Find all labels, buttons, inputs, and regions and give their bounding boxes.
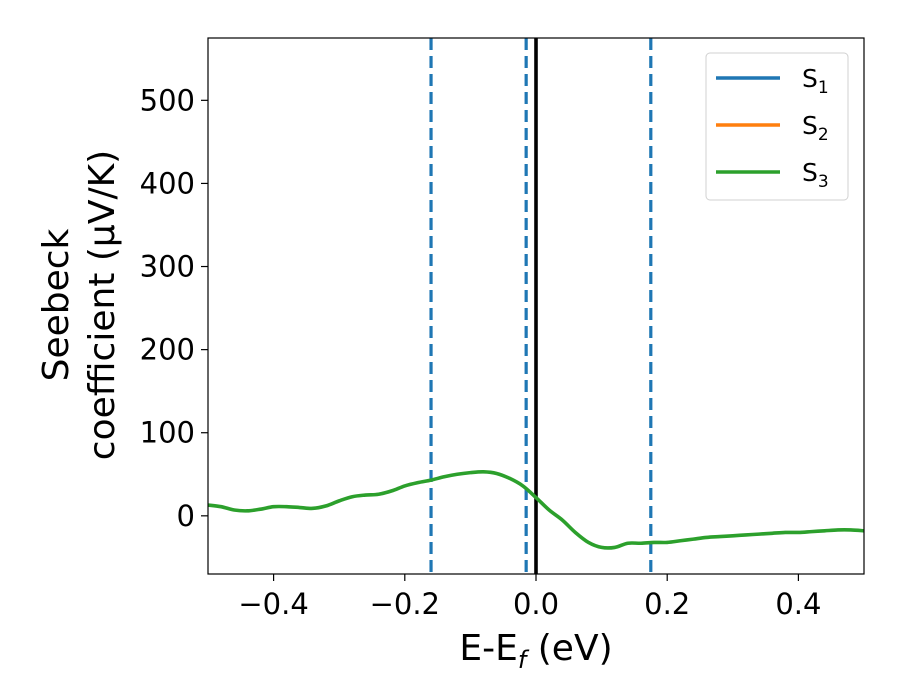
x-axis-title: E-Ef (eV): [459, 628, 612, 674]
y-axis-title: Seebeck coefficient (μV/K): [36, 150, 123, 460]
y-tick-label: 300: [140, 250, 195, 284]
x-tick-label: −0.4: [238, 587, 308, 621]
legend-label-s1: S1: [802, 64, 829, 98]
x-tick-label: 0.0: [513, 587, 559, 621]
y-tick-label: 100: [140, 416, 195, 450]
y-axis-ticks: 0 100 200 300 400 500: [140, 83, 208, 533]
x-axis-ticks: −0.4 −0.2 0.0 0.2 0.4: [238, 574, 821, 621]
reference-lines: [429, 38, 653, 574]
x-tick-label: 0.2: [644, 587, 690, 621]
series-line-s3: [208, 469, 864, 550]
y-axis-title-line-2: coefficient (μV/K): [82, 150, 123, 460]
x-tick-label: −0.2: [370, 587, 440, 621]
y-tick-label: 500: [140, 83, 195, 117]
legend-label-s3: S3: [802, 158, 829, 192]
x-tick-label: 0.4: [775, 587, 821, 621]
y-tick-label: 400: [140, 166, 195, 200]
y-tick-label: 200: [140, 333, 195, 367]
series-layer: [208, 469, 864, 550]
legend: S1 S2 S3: [705, 52, 849, 201]
legend-label-s2: S2: [802, 111, 829, 145]
y-tick-label: 0: [177, 499, 195, 533]
y-axis-title-line-1: Seebeck: [36, 228, 77, 381]
